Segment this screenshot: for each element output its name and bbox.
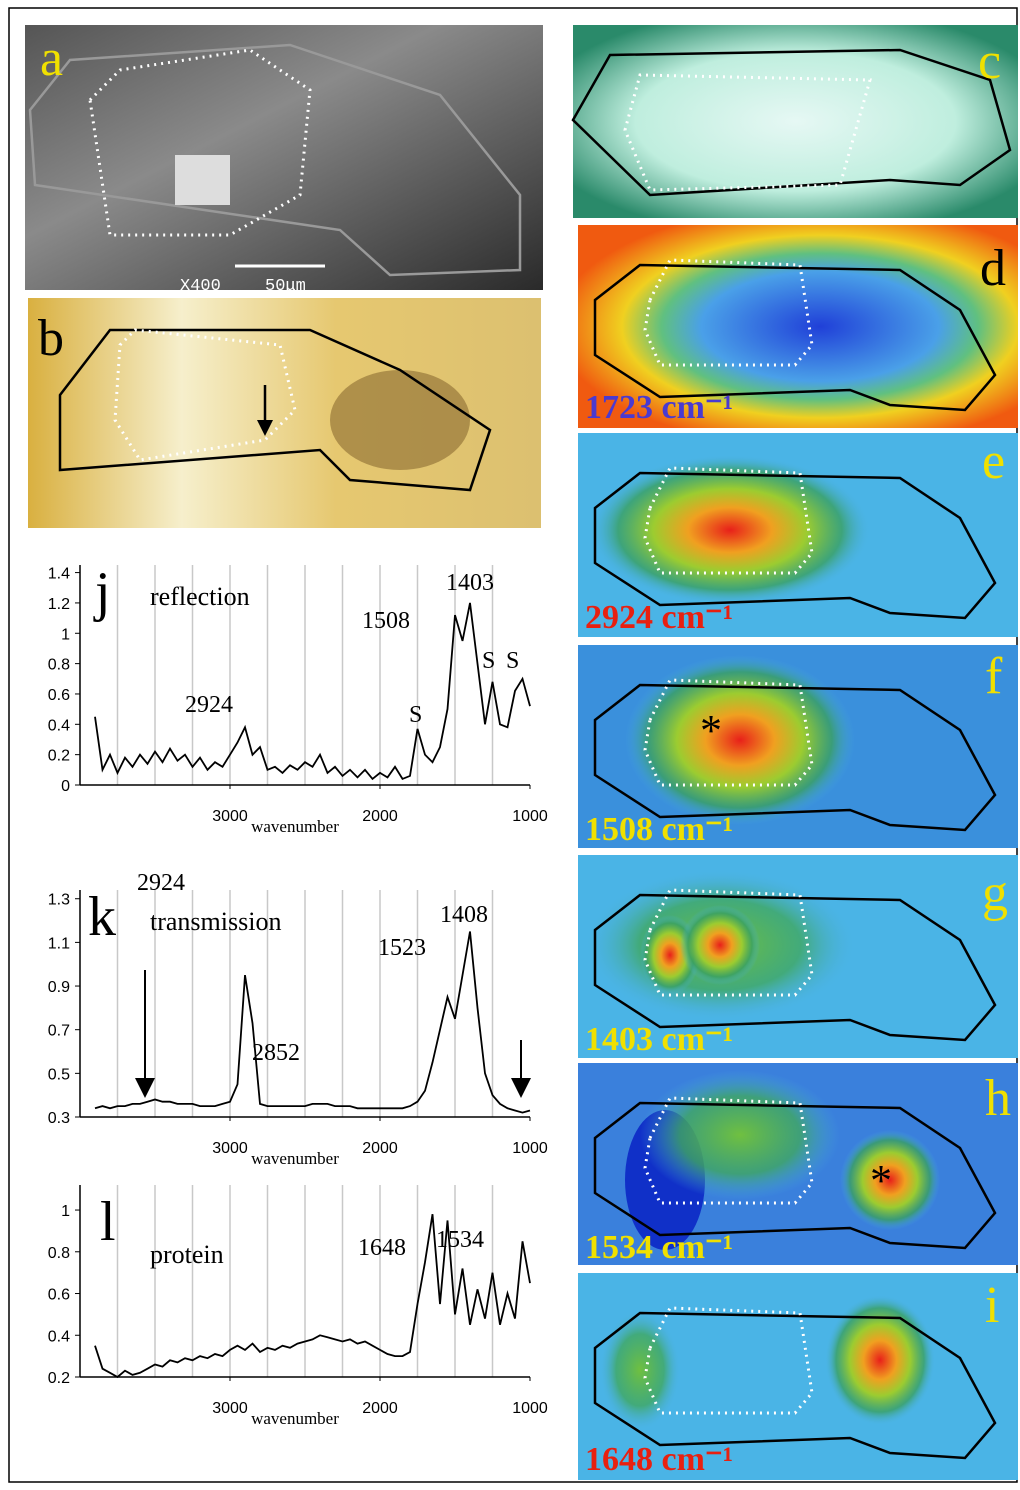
band-label: 1723 cm⁻¹ bbox=[585, 389, 733, 426]
panel-letter: a bbox=[40, 30, 63, 87]
x-tick-label: 3000 bbox=[212, 808, 248, 825]
x-tick-label: 2000 bbox=[362, 1400, 398, 1417]
panel-letter: k bbox=[88, 886, 116, 948]
peak-label: 2924 bbox=[137, 870, 185, 896]
y-tick-label: 0.9 bbox=[48, 979, 70, 996]
peak-label: 2924 bbox=[185, 692, 233, 718]
panel-letter: l bbox=[100, 1191, 116, 1253]
y-tick-label: 0.2 bbox=[48, 748, 70, 765]
y-tick-label: 0 bbox=[61, 778, 70, 795]
panel-image bbox=[25, 25, 543, 290]
chart-title: reflection bbox=[150, 582, 250, 611]
x-axis-label: wavenumber bbox=[251, 1149, 339, 1168]
spectrum-line bbox=[94, 931, 531, 1114]
x-axis-label: wavenumber bbox=[251, 1409, 339, 1428]
band-label: 1508 cm⁻¹ bbox=[585, 811, 733, 848]
x-axis-label: wavenumber bbox=[251, 817, 339, 836]
x-tick-label: 1000 bbox=[512, 1140, 548, 1157]
y-tick-label: 0.8 bbox=[48, 657, 70, 674]
y-tick-label: 0.2 bbox=[48, 1370, 70, 1387]
peak-label: S bbox=[409, 702, 422, 728]
y-tick-label: 1 bbox=[61, 626, 70, 643]
y-tick-label: 0.7 bbox=[48, 1023, 70, 1040]
x-tick-label: 1000 bbox=[512, 808, 548, 825]
panel-letter: i bbox=[985, 1277, 999, 1334]
panel-letter: j bbox=[93, 561, 111, 623]
magnification: X400 bbox=[180, 277, 221, 296]
x-tick-label: 3000 bbox=[212, 1400, 248, 1417]
band-label: 1534 cm⁻¹ bbox=[585, 1229, 733, 1266]
panel-letter: h bbox=[985, 1070, 1011, 1127]
x-tick-label: 2000 bbox=[362, 808, 398, 825]
y-tick-label: 1.2 bbox=[48, 596, 70, 613]
panel-image bbox=[578, 225, 1018, 428]
panel-letter: d bbox=[980, 240, 1006, 297]
panel-letter: b bbox=[38, 310, 64, 367]
peak-label: S bbox=[506, 648, 519, 674]
marker: * bbox=[700, 706, 722, 755]
y-tick-label: 1 bbox=[61, 1203, 70, 1220]
y-tick-label: 0.3 bbox=[48, 1110, 70, 1127]
peak-label: 1403 bbox=[446, 570, 494, 596]
band-label: 2924 cm⁻¹ bbox=[585, 599, 733, 636]
y-tick-label: 1.4 bbox=[48, 566, 70, 583]
x-tick-label: 1000 bbox=[512, 1400, 548, 1417]
y-tick-label: 0.6 bbox=[48, 1287, 70, 1304]
band-label: 1648 cm⁻¹ bbox=[585, 1441, 733, 1478]
arrow-head bbox=[511, 1078, 531, 1098]
spectrum-line bbox=[94, 602, 531, 781]
peak-label: 1508 bbox=[362, 608, 410, 634]
peak-label: 1408 bbox=[440, 902, 488, 928]
peak-label: 2852 bbox=[252, 1040, 300, 1066]
peak-label: S bbox=[482, 648, 495, 674]
y-tick-label: 1.1 bbox=[48, 935, 70, 952]
peak-label: 1534 bbox=[436, 1227, 484, 1253]
panel-letter: e bbox=[982, 433, 1005, 490]
y-tick-label: 0.6 bbox=[48, 687, 70, 704]
y-tick-label: 1.3 bbox=[48, 892, 70, 909]
arrow-head bbox=[135, 1078, 155, 1098]
x-tick-label: 3000 bbox=[212, 1140, 248, 1157]
x-tick-label: 2000 bbox=[362, 1140, 398, 1157]
y-tick-label: 0.5 bbox=[48, 1066, 70, 1083]
y-tick-label: 0.4 bbox=[48, 1328, 70, 1345]
peak-label: 1523 bbox=[378, 935, 426, 961]
panel-letter: f bbox=[985, 648, 1003, 705]
marker: * bbox=[870, 1156, 892, 1205]
band-label: 1403 cm⁻¹ bbox=[585, 1021, 733, 1058]
y-tick-label: 0.4 bbox=[48, 717, 70, 734]
spectrum-line bbox=[94, 1214, 531, 1379]
peak-label: 1648 bbox=[358, 1235, 406, 1261]
panel-letter: g bbox=[982, 865, 1008, 922]
chart-title: transmission bbox=[150, 907, 281, 936]
panel-letter: c bbox=[978, 33, 1001, 90]
y-tick-label: 0.8 bbox=[48, 1245, 70, 1262]
chart-title: protein bbox=[150, 1240, 224, 1269]
scale-bar: 50μm bbox=[265, 277, 306, 296]
